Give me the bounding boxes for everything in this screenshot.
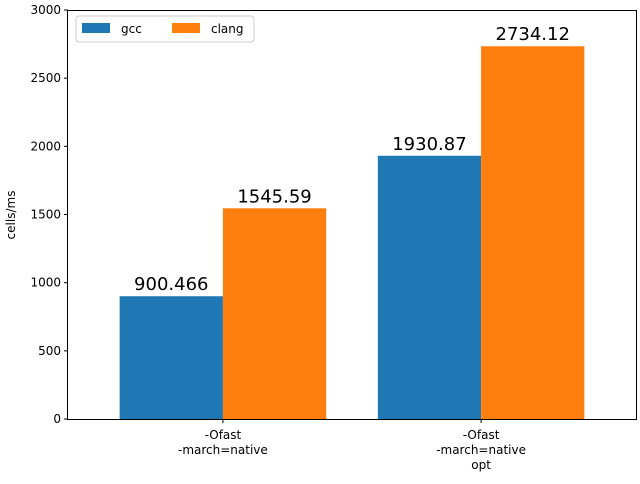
legend-swatch-clang	[172, 23, 200, 33]
data-label-clang-0: 1545.59	[237, 186, 311, 207]
y-tick-label-6: 3000	[30, 3, 61, 17]
x-tick-label-line: -march=native	[436, 443, 526, 457]
data-label-gcc-1: 1930.87	[392, 134, 466, 155]
plot-frame	[67, 10, 637, 420]
x-tick-label-line: -Ofast	[205, 428, 242, 442]
legend: gcc clang	[75, 15, 255, 43]
y-axis-label: cells/ms	[4, 191, 18, 240]
x-tick-label-line: -Ofast	[463, 428, 500, 442]
legend-box	[75, 15, 255, 43]
bar-clang-1	[481, 46, 585, 420]
x-axis: -Ofast -march=native-Ofast -march=native op…	[178, 419, 526, 472]
x-tick-label-line: opt	[471, 458, 491, 472]
y-tick-label-3: 1500	[30, 208, 61, 222]
bars-layer	[119, 46, 585, 420]
y-tick-label-5: 2500	[30, 71, 61, 85]
x-tick-label-line: -march=native	[178, 443, 268, 457]
y-tick-label-2: 1000	[30, 276, 61, 290]
data-label-gcc-0: 900.466	[134, 274, 208, 295]
y-tick-label-4: 2000	[30, 139, 61, 153]
y-tick-label-1: 500	[38, 344, 61, 358]
bar-clang-0	[222, 208, 327, 419]
legend-label-clang: clang	[211, 22, 244, 36]
legend-swatch-gcc	[82, 23, 110, 33]
bar-gcc-1	[377, 155, 482, 419]
y-tick-label-0: 0	[53, 412, 61, 426]
x-tick-label-1: -Ofast -march=native opt	[436, 428, 526, 472]
x-tick-label-0: -Ofast -march=native	[178, 428, 268, 457]
y-axis: 0 500 1000 1500 2000 2500 3000	[30, 3, 68, 426]
bar-gcc-0	[119, 296, 223, 419]
data-labels-layer: 900.466 1930.87 1545.59 2734.12	[134, 24, 570, 295]
legend-label-gcc: gcc	[121, 22, 142, 36]
data-label-clang-1: 2734.12	[496, 24, 570, 45]
